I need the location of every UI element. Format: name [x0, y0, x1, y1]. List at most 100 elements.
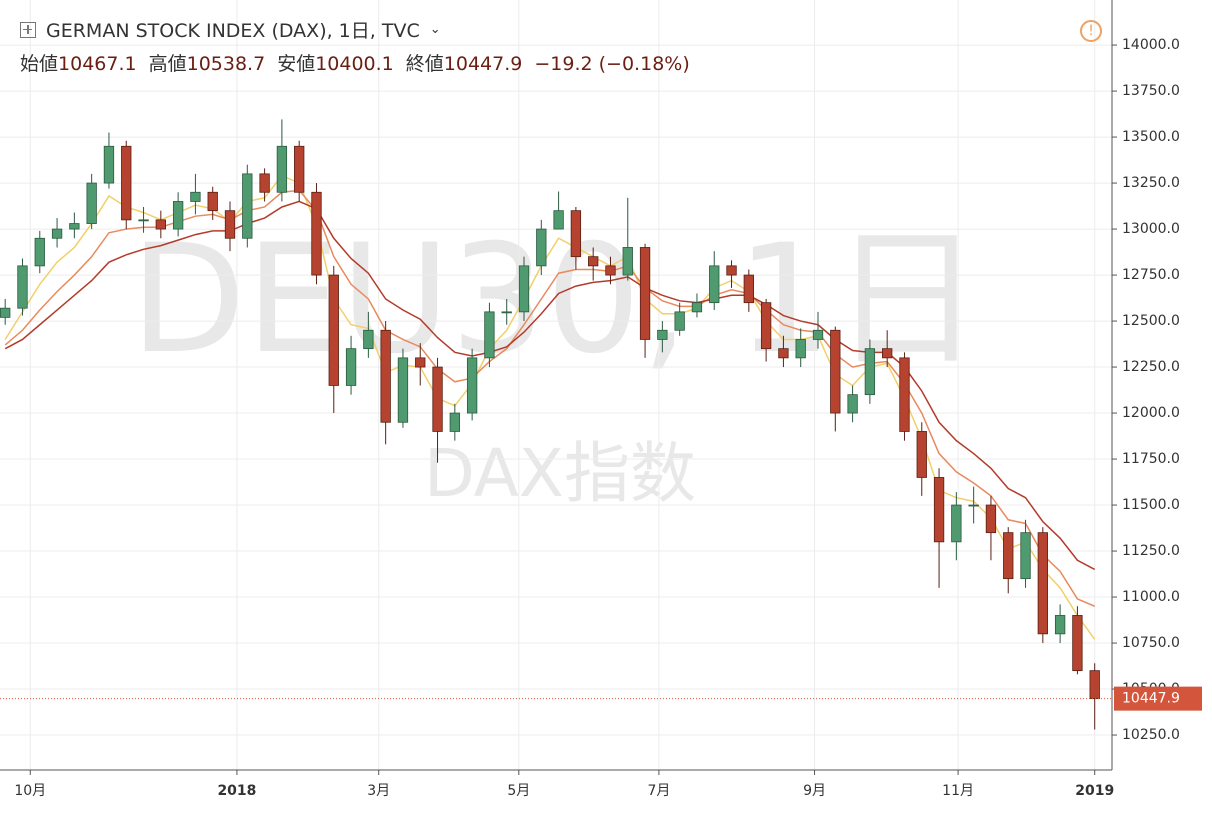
candle-body: [1072, 615, 1083, 672]
candle-body: [536, 228, 547, 267]
ohlc-label: 始値: [20, 53, 59, 75]
x-tick-label: 9月: [803, 783, 826, 799]
last-price-tag-bg: [1114, 686, 1202, 711]
candle-body: [345, 348, 357, 386]
candle-body: [864, 348, 876, 396]
candle-body: [86, 182, 97, 224]
x-tick-label: 2018: [217, 783, 256, 799]
candle-body: [570, 210, 582, 258]
y-tick-label: 13250.0: [1122, 175, 1180, 191]
x-tick-label: 10月: [14, 783, 46, 799]
y-tick-label: 11750.0: [1122, 451, 1180, 467]
ohlc-label: 終値: [405, 53, 444, 75]
candle-body: [726, 265, 737, 276]
candle-body: [397, 357, 409, 423]
ohlc-label: 高値: [148, 53, 187, 75]
moving-average: [4, 200, 1096, 571]
x-tick-label: 2019: [1075, 783, 1114, 799]
y-tick-label: 13500.0: [1122, 129, 1180, 145]
chart-title: GERMAN STOCK INDEX (DAX), 1日, TVC: [46, 20, 420, 42]
candle-body: [1037, 532, 1048, 635]
y-tick-label: 12750.0: [1122, 267, 1180, 283]
y-tick-label: 14000.0: [1122, 37, 1180, 53]
candle-body: [363, 329, 374, 350]
candle-body: [847, 394, 858, 414]
y-tick-label: 11000.0: [1122, 589, 1180, 605]
ohlc-label: 安値: [277, 53, 316, 75]
y-tick-label: 10750.0: [1122, 635, 1180, 651]
candle-body: [622, 247, 633, 276]
candle-body: [190, 191, 201, 202]
ohlc-value: 10538.7: [186, 53, 266, 75]
candle-body: [155, 219, 166, 230]
candle-body: [311, 191, 322, 276]
candle-body: [432, 366, 443, 432]
x-tick-label: 5月: [507, 783, 530, 799]
y-tick-label: 11500.0: [1122, 497, 1180, 513]
y-tick-label: 13750.0: [1122, 83, 1180, 99]
title-row: GERMAN STOCK INDEX (DAX), 1日, TVC ⌄: [20, 16, 690, 43]
candle-body: [1020, 532, 1031, 580]
candle-body: [605, 265, 616, 276]
watermark: DEU30, 1日: [130, 213, 982, 387]
candle-body: [415, 357, 426, 368]
candle-body: [172, 201, 184, 230]
candle-body: [121, 145, 132, 221]
candle-body: [328, 274, 339, 386]
candle-body: [138, 219, 149, 222]
candle-body: [812, 329, 824, 340]
watermark-sub: DAX指数: [424, 435, 696, 512]
alert-icon[interactable]: !: [1080, 20, 1102, 42]
candle-body: [1003, 532, 1014, 580]
candle-body: [760, 302, 772, 350]
candle-body: [933, 477, 945, 543]
change: −19.2 (−0.18%): [534, 53, 690, 75]
candle-body: [449, 412, 460, 432]
expand-icon[interactable]: [20, 21, 36, 38]
candle-body: [588, 256, 599, 267]
candle-body: [882, 348, 893, 359]
y-tick-label: 10250.0: [1122, 727, 1180, 743]
candle-body: [691, 302, 703, 313]
candle-body: [501, 311, 512, 314]
y-tick-label: 11250.0: [1122, 543, 1180, 559]
candle-body: [795, 339, 806, 359]
candle-body: [34, 237, 45, 267]
moving-average: [4, 189, 1096, 607]
x-tick-label: 11月: [942, 783, 974, 799]
candle-body: [380, 329, 391, 423]
candle-body: [709, 265, 720, 304]
candle-body: [916, 431, 927, 478]
candle-body: [1089, 670, 1100, 700]
candle-body: [1054, 615, 1066, 635]
y-tick-label: 13000.0: [1122, 221, 1180, 237]
dropdown-arrow[interactable]: ⌄: [429, 22, 441, 37]
candle-body: [518, 265, 530, 313]
candle-body: [242, 173, 253, 239]
y-tick-label: 12500.0: [1122, 313, 1180, 329]
candle-body: [51, 228, 63, 239]
candle-body: [466, 357, 478, 414]
header: GERMAN STOCK INDEX (DAX), 1日, TVC ⌄ 始値10…: [20, 16, 690, 76]
candle-body: [276, 145, 288, 193]
candle-body: [69, 223, 80, 230]
candle-body: [639, 247, 651, 340]
candle-body: [553, 210, 564, 230]
candle-body: [294, 145, 305, 193]
candle-body: [0, 307, 11, 318]
ohlc-value: 10400.1: [315, 53, 394, 75]
x-tick-label: 7月: [647, 783, 670, 799]
candle-body: [968, 504, 979, 507]
candle-body: [674, 311, 685, 331]
x-tick-label: 3月: [367, 783, 390, 799]
candle-body: [259, 173, 270, 193]
ohlc-value: 10467.1: [58, 53, 137, 75]
candle-body: [985, 504, 997, 534]
last-price-tag: 10447.9: [1122, 691, 1180, 707]
y-tick-label: 12000.0: [1122, 405, 1180, 421]
ohlc-row: 始値10467.1 高値10538.7 安値10400.1 終値10447.9 −19.…: [20, 49, 690, 76]
candle-body: [207, 191, 218, 212]
candle-body: [899, 357, 910, 432]
candle-body: [951, 504, 962, 543]
